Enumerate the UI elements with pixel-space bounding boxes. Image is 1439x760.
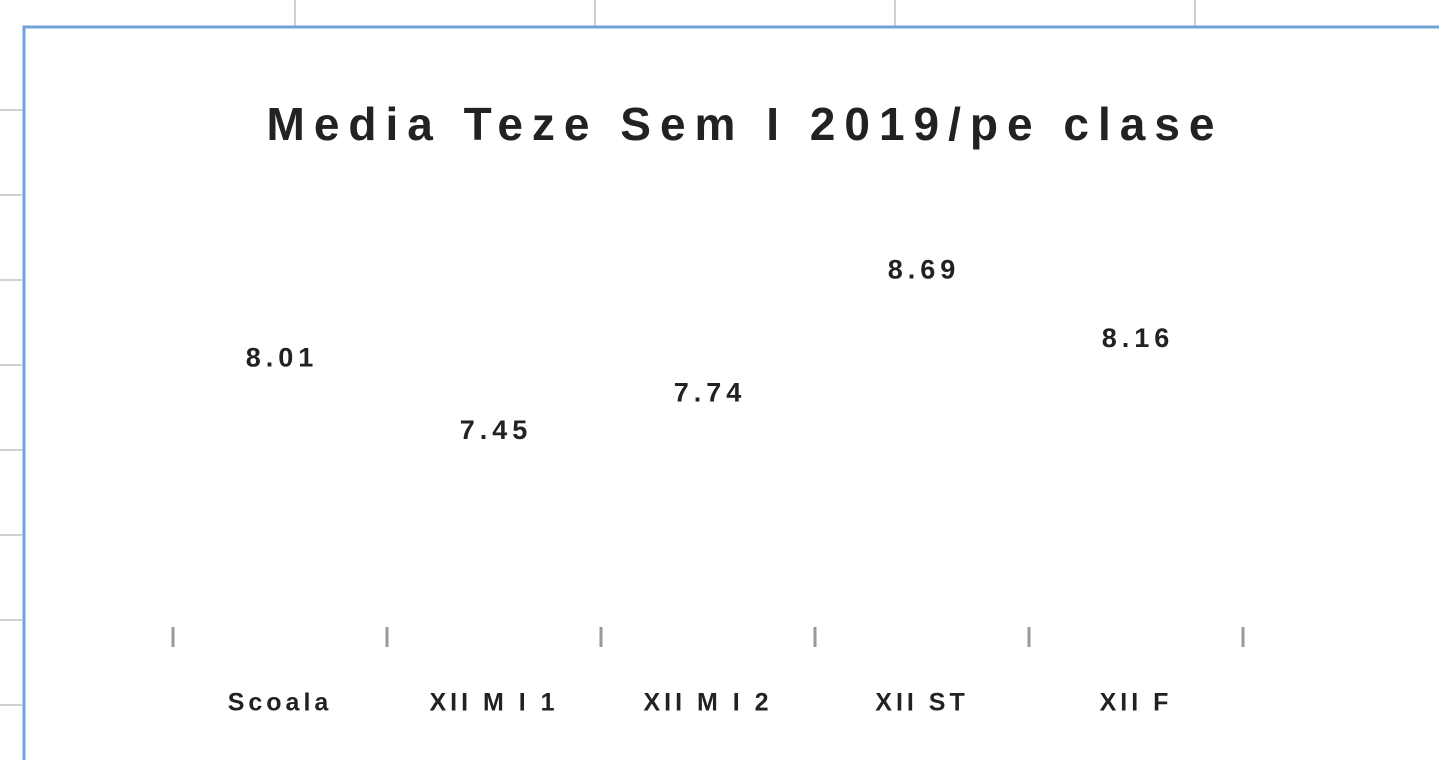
x-tick-label: XII M I 1 [429,689,558,717]
data-label: 8.01 [246,342,319,372]
axis-ticks [171,627,1245,647]
x-tick-label: Scoala [228,689,333,717]
bar [857,288,987,637]
data-label: 7.74 [674,378,747,408]
data-label: 7.45 [460,415,533,445]
bar [215,376,345,637]
spreadsheet-grid [0,0,1196,706]
x-tick-label: XII F [1100,689,1173,717]
x-tick-label: XII M I 2 [643,689,772,717]
bar [429,448,559,637]
data-label: 8.69 [888,254,961,284]
chart-title: Media Teze Sem I 2019/pe clase [267,98,1224,150]
bar [1071,356,1201,637]
x-tick-label: XII ST [875,689,968,717]
data-label: 8.16 [1102,323,1175,353]
bar [643,411,773,637]
